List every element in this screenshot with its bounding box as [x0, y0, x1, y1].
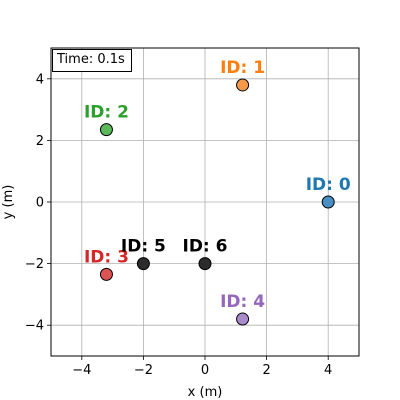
x-tick-label: −2	[134, 363, 153, 378]
data-point	[321, 195, 335, 209]
data-point	[99, 267, 113, 281]
plot-frame	[50, 47, 360, 357]
point-labels: ID: 0 ID: 1 ID: 2 ID: 3 ID: 4 ID: 5 ID: 6	[84, 58, 351, 312]
y-tick-label: −4	[25, 319, 44, 334]
point-id-label: ID: 0	[306, 175, 351, 195]
data-point	[99, 123, 113, 137]
time-annotation-frame	[52, 49, 133, 72]
time-annotation: Time: 0.1s	[56, 52, 125, 67]
data-points	[99, 78, 335, 326]
data-point	[198, 257, 212, 271]
data-point	[236, 78, 250, 92]
point-id-label: ID: 4	[220, 292, 265, 312]
y-axis-label: y (m)	[1, 185, 16, 220]
point-id-label: ID: 6	[183, 237, 228, 257]
data-point	[136, 257, 150, 271]
point-id-label: ID: 5	[121, 237, 166, 257]
point-id-label: ID: 1	[220, 58, 265, 78]
time-annotation-box: Time: 0.1s	[52, 49, 133, 72]
point-id-label: ID: 3	[84, 247, 129, 267]
y-tick-label: 0	[36, 196, 44, 211]
point-id-label: ID: 2	[84, 103, 129, 123]
data-point	[236, 312, 250, 326]
y-tick-label: −2	[25, 257, 44, 272]
y-tick-label: 4	[36, 72, 44, 87]
x-tick-label: 4	[324, 363, 332, 378]
x-tick-label: 0	[201, 363, 209, 378]
x-axis-label: x (m)	[188, 385, 223, 400]
axis-ticks: −4 −2 0 2 4 −4 −2 0 2 4	[25, 72, 333, 378]
y-tick-label: 2	[36, 134, 44, 149]
x-tick-label: 2	[262, 363, 270, 378]
grid-lines	[51, 48, 359, 356]
x-tick-label: −4	[72, 363, 91, 378]
